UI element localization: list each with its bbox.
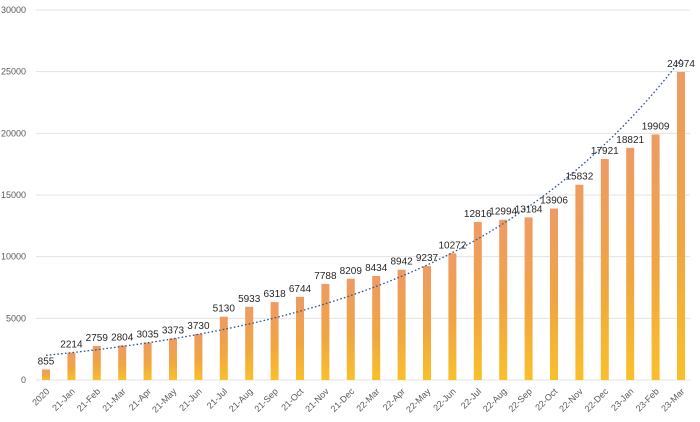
y-tick-label: 25000 — [1, 67, 26, 77]
data-label: 6318 — [263, 289, 286, 300]
data-label: 5130 — [213, 304, 236, 315]
bar-2020 — [42, 369, 50, 380]
bar-21-Aug — [245, 306, 254, 380]
x-tick-label: 23-Jan — [609, 386, 636, 413]
data-label: 2759 — [86, 333, 109, 344]
data-label: 7788 — [314, 271, 337, 282]
x-tick-label: 22-Jul — [459, 386, 483, 410]
data-label: 2804 — [111, 332, 134, 343]
x-tick-label: 21-Dec — [329, 386, 357, 414]
bar-21-Apr — [143, 342, 152, 380]
exponential-trendline — [45, 58, 682, 356]
data-label: 13906 — [540, 195, 568, 206]
data-label: 3730 — [187, 321, 210, 332]
bar-21-Oct — [296, 296, 304, 380]
y-tick-label: 5000 — [6, 313, 26, 323]
gridlines — [36, 9, 690, 381]
data-label: 17921 — [591, 146, 619, 157]
x-tick-label: 22-Jun — [431, 386, 458, 413]
bars — [42, 71, 685, 380]
data-label: 10272 — [438, 240, 466, 251]
x-tick-label: 22-Oct — [533, 386, 560, 413]
data-label: 855 — [38, 356, 55, 367]
x-tick-label: 2020 — [30, 386, 51, 407]
bar-22-Aug — [499, 219, 508, 380]
x-tick-label: 22-Mar — [354, 386, 381, 413]
data-label: 6744 — [289, 284, 312, 295]
x-tick-label: 21-Jun — [177, 386, 204, 413]
x-tick-label: 22-Nov — [557, 386, 585, 414]
bar-21-May — [169, 338, 177, 380]
bar-22-Dec — [600, 158, 609, 380]
x-tick-label: 21-Sep — [252, 386, 280, 414]
data-label: 12994 — [489, 207, 517, 218]
bar-21-Jun — [194, 333, 203, 380]
y-tick-label: 30000 — [1, 5, 26, 15]
data-label: 15832 — [565, 172, 593, 183]
bar-21-Jul — [219, 316, 228, 380]
x-tick-label: 21-Aug — [227, 386, 255, 414]
bar-22-Jun — [448, 253, 457, 380]
x-tick-label: 21-Jan — [50, 386, 77, 413]
data-label: 12816 — [464, 209, 492, 220]
data-label: 19909 — [642, 121, 670, 132]
y-tick-label: 0 — [21, 375, 26, 385]
data-label: 5933 — [238, 294, 261, 305]
x-tick-label: 21-Apr — [127, 386, 153, 412]
bar-23-Mar — [677, 71, 685, 380]
bar-22-Mar — [372, 275, 381, 380]
x-tick-label: 22-Dec — [583, 386, 611, 414]
y-axis-ticks: 0 5000 10000 15000 20000 25000 30000 — [1, 5, 26, 385]
bar-22-Jul — [473, 221, 482, 380]
bar-21-Jan — [67, 352, 76, 380]
x-tick-label: 21-Feb — [75, 386, 102, 413]
x-tick-label: 22-Apr — [381, 386, 407, 412]
x-tick-label: 22-Sep — [506, 386, 534, 414]
x-tick-label: 21-May — [150, 386, 179, 415]
y-tick-label: 15000 — [1, 190, 26, 200]
bar-21-Sep — [270, 302, 279, 380]
bar-22-Apr — [397, 269, 406, 380]
x-tick-label: 22-Aug — [481, 386, 509, 414]
trendline — [45, 58, 682, 356]
bar-22-Sep — [524, 217, 533, 380]
data-label: 8209 — [340, 266, 363, 277]
data-label: 3373 — [162, 325, 185, 336]
data-label: 8434 — [365, 263, 388, 274]
bar-21-Mar — [118, 345, 127, 380]
bar-22-May — [423, 266, 431, 380]
x-tick-label: 21-Jul — [205, 386, 229, 410]
bar-22-Oct — [550, 208, 558, 380]
x-tick-label: 21-Nov — [303, 386, 331, 414]
data-label: 2214 — [60, 340, 83, 351]
y-tick-label: 20000 — [1, 128, 26, 138]
data-label: 13184 — [515, 204, 543, 215]
bar-23-Feb — [651, 134, 660, 380]
x-tick-label: 21-Mar — [100, 386, 127, 413]
x-tick-label: 23-Mar — [659, 386, 686, 413]
data-label: 3035 — [136, 330, 159, 341]
bar-23-Jan — [626, 147, 635, 380]
bar-21-Dec — [346, 278, 355, 380]
x-tick-label: 21-Oct — [279, 386, 306, 413]
bar-22-Nov — [575, 184, 584, 380]
x-tick-label: 23-Feb — [634, 386, 661, 413]
data-label: 24974 — [667, 59, 695, 70]
bar-21-Nov — [321, 283, 330, 380]
data-label: 9237 — [416, 253, 439, 264]
x-tick-label: 22-May — [404, 386, 433, 415]
data-label: 8942 — [390, 257, 413, 268]
data-label: 18821 — [616, 135, 644, 146]
y-tick-label: 10000 — [1, 252, 26, 262]
bar-21-Feb — [92, 345, 101, 380]
